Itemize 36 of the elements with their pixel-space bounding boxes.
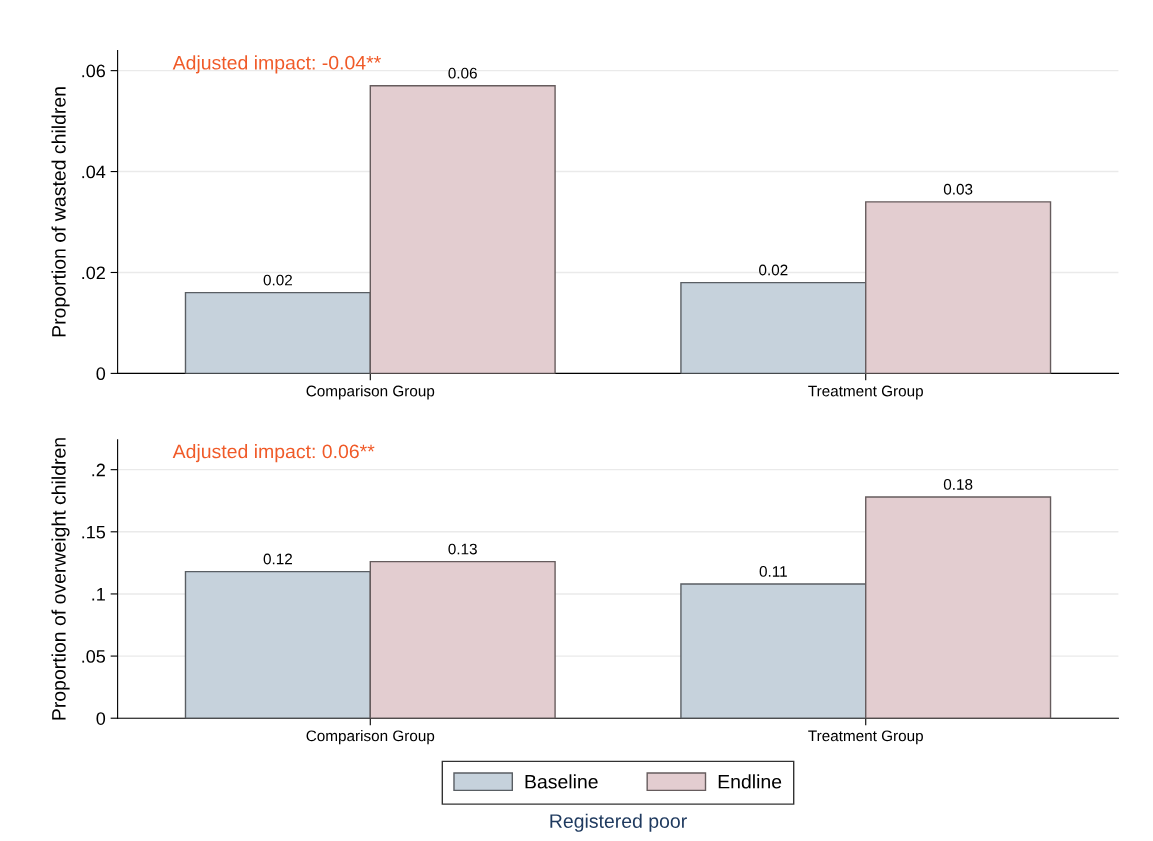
- y-tick-label: .1: [92, 588, 105, 601]
- data-label: 0.12: [263, 553, 292, 565]
- annotation: Adjusted impact: 0.06**: [172, 444, 375, 463]
- y-tick-label: .2: [92, 463, 105, 477]
- data-label: 0.11: [759, 565, 787, 577]
- data-label: 0.02: [263, 274, 292, 286]
- x-tick-label: Treatment Group: [808, 730, 923, 745]
- y-axis-title: Proportion of overweight children: [51, 438, 70, 720]
- data-label: 0.06: [448, 67, 477, 79]
- y-tick-label: .05: [82, 650, 106, 663]
- legend-label: Endline: [718, 774, 782, 789]
- bar: [369, 560, 556, 719]
- bar: [369, 85, 556, 374]
- data-label: 0.02: [759, 264, 788, 276]
- y-tick-label: .15: [82, 525, 106, 539]
- x-tick-label: Comparison Group: [306, 730, 435, 745]
- y-tick-label: 0: [96, 367, 106, 381]
- y-tick-label: .04: [82, 165, 106, 179]
- x-axis-title: Registered poor: [550, 813, 687, 832]
- annotation: Adjusted impact: -0.04**: [172, 55, 381, 74]
- y-tick-label: .06: [82, 64, 106, 78]
- bar: [865, 496, 1052, 719]
- bar: [184, 291, 371, 374]
- x-tick-label: Comparison Group: [306, 385, 435, 400]
- y-tick-label: .02: [82, 266, 105, 280]
- y-tick-label: 0: [96, 712, 106, 725]
- data-label: 0.18: [943, 479, 973, 490]
- bar: [680, 583, 867, 719]
- legend-label: Baseline: [525, 774, 598, 789]
- data-label: 0.03: [943, 183, 973, 195]
- bar: [680, 281, 867, 374]
- data-label: 0.13: [448, 543, 477, 555]
- bar: [184, 570, 371, 719]
- x-tick-label: Treatment Group: [808, 385, 923, 400]
- y-axis-title: Proportion of wasted children: [51, 87, 70, 337]
- bar: [865, 201, 1052, 374]
